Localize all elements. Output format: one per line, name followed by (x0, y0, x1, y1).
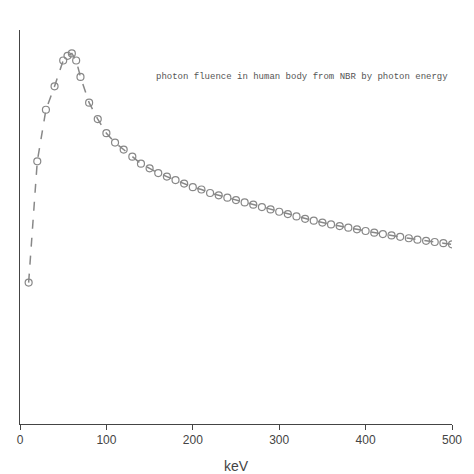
svg-text:400: 400 (356, 433, 376, 447)
svg-text:0: 0 (17, 433, 24, 447)
svg-text:100: 100 (96, 433, 116, 447)
svg-text:keV: keV (224, 458, 249, 474)
svg-text:photon fluence in human body f: photon fluence in human body from NBR by… (156, 72, 448, 82)
svg-text:500: 500 (442, 433, 462, 447)
svg-text:300: 300 (269, 433, 289, 447)
svg-text:200: 200 (183, 433, 203, 447)
